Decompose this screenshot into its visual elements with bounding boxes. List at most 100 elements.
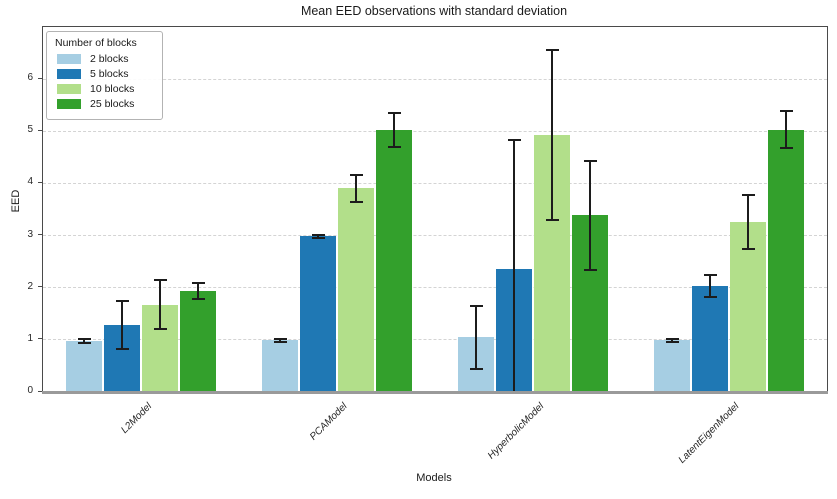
- error-bar-cap: [77, 337, 91, 340]
- legend-item: 25 blocks: [57, 98, 156, 110]
- bar: [376, 111, 412, 392]
- error-bar-cap: [387, 145, 401, 148]
- bar-group: [43, 27, 239, 392]
- legend-item: 5 blocks: [57, 68, 156, 80]
- legend-items: 2 blocks 5 blocks 10 blocks 25 blocks: [55, 53, 156, 110]
- y-tick-label: 6: [27, 72, 33, 84]
- bar: [180, 281, 216, 392]
- error-bar: [279, 338, 281, 342]
- error-bar-cap: [153, 279, 167, 282]
- error-bar-cap: [387, 111, 401, 114]
- error-bar-cap: [349, 173, 363, 176]
- bar: [692, 274, 728, 392]
- error-bar-cap: [311, 236, 325, 239]
- gridline: [43, 130, 827, 132]
- error-bar-cap: [545, 218, 559, 221]
- y-tick-mark: [38, 181, 42, 183]
- bar-group: [239, 27, 435, 392]
- x-axis-line: [42, 391, 828, 394]
- y-tick-label: 0: [27, 385, 33, 396]
- error-bar: [475, 305, 477, 369]
- y-tick-label: 4: [27, 176, 33, 188]
- bar-groups: [43, 27, 827, 392]
- y-tick-mark: [38, 338, 42, 340]
- legend-swatch: [57, 84, 81, 94]
- error-bar-cap: [779, 110, 793, 113]
- error-bar-cap: [311, 233, 325, 236]
- error-bar-cap: [191, 281, 205, 284]
- error-bar-cap: [665, 337, 679, 340]
- legend-swatch: [57, 99, 81, 109]
- legend-label: 25 blocks: [90, 98, 135, 110]
- error-bar-cap: [779, 146, 793, 149]
- y-tick-mark: [38, 286, 42, 288]
- bar: [572, 159, 608, 392]
- error-bar-cap: [545, 48, 559, 51]
- legend-label: 2 blocks: [90, 53, 129, 65]
- legend-label: 10 blocks: [90, 83, 135, 95]
- error-bar: [121, 301, 123, 350]
- error-bar: [159, 280, 161, 330]
- error-bar: [747, 195, 749, 249]
- bar: [104, 300, 140, 392]
- bar-group: [631, 27, 827, 392]
- y-tick-label: 2: [27, 280, 33, 292]
- error-bar: [671, 338, 673, 342]
- bar: [654, 337, 690, 392]
- error-bar: [317, 234, 319, 238]
- error-bar: [513, 140, 515, 392]
- error-bar-cap: [191, 298, 205, 301]
- error-bar-cap: [115, 348, 129, 351]
- error-bar-cap: [583, 269, 597, 271]
- error-bar-cap: [349, 200, 363, 203]
- y-tick-mark: [38, 77, 42, 79]
- x-axis-labels: L2Model PCAModel HyperbolicModel LatentEige…: [118, 401, 742, 466]
- y-tick-label: 5: [27, 124, 33, 136]
- error-bar-cap: [665, 340, 679, 343]
- bar: [730, 194, 766, 392]
- gridline: [43, 287, 827, 289]
- legend-label: 5 blocks: [90, 68, 129, 80]
- y-axis: 0 1 2 3 4 5 6: [0, 26, 42, 396]
- y-tick-mark: [38, 234, 42, 236]
- gridline: [43, 182, 827, 184]
- error-bar-cap: [273, 340, 287, 343]
- y-tick-mark: [38, 390, 42, 392]
- error-bar: [393, 112, 395, 147]
- legend-title: Number of blocks: [55, 37, 137, 49]
- y-tick-mark: [38, 129, 42, 131]
- error-bar: [589, 160, 591, 270]
- bar: [300, 233, 336, 392]
- legend-swatch: [57, 69, 81, 79]
- error-bar-cap: [153, 328, 167, 331]
- error-bar-cap: [115, 300, 129, 303]
- error-bar-cap: [273, 337, 287, 340]
- error-bar-cap: [703, 296, 717, 299]
- plot-area: Number of blocks 2 blocks 5 blocks 10 bloc…: [42, 26, 828, 394]
- bar: [496, 139, 532, 392]
- error-bar: [709, 275, 711, 298]
- error-bar-cap: [741, 194, 755, 197]
- error-bar: [551, 49, 553, 220]
- bar: [262, 337, 298, 392]
- bar: [142, 279, 178, 392]
- bar-group: [435, 27, 631, 392]
- legend: Number of blocks 2 blocks 5 blocks 10 bloc…: [46, 31, 163, 120]
- error-bar-cap: [469, 304, 483, 307]
- legend-item: 10 blocks: [57, 83, 156, 95]
- error-bar: [355, 174, 357, 202]
- gridline: [43, 78, 827, 80]
- error-bar-cap: [583, 159, 597, 162]
- bar: [66, 337, 102, 392]
- x-axis-title: Models: [416, 472, 452, 484]
- error-bar: [197, 282, 199, 300]
- legend-swatch: [57, 54, 81, 64]
- bar: [458, 304, 494, 392]
- y-tick-label: 1: [27, 332, 33, 344]
- error-bar: [83, 338, 85, 343]
- bar: [338, 173, 374, 392]
- error-bar-cap: [77, 342, 91, 344]
- legend-item: 2 blocks: [57, 53, 156, 65]
- chart-title: Mean EED observations with standard devi…: [300, 4, 568, 18]
